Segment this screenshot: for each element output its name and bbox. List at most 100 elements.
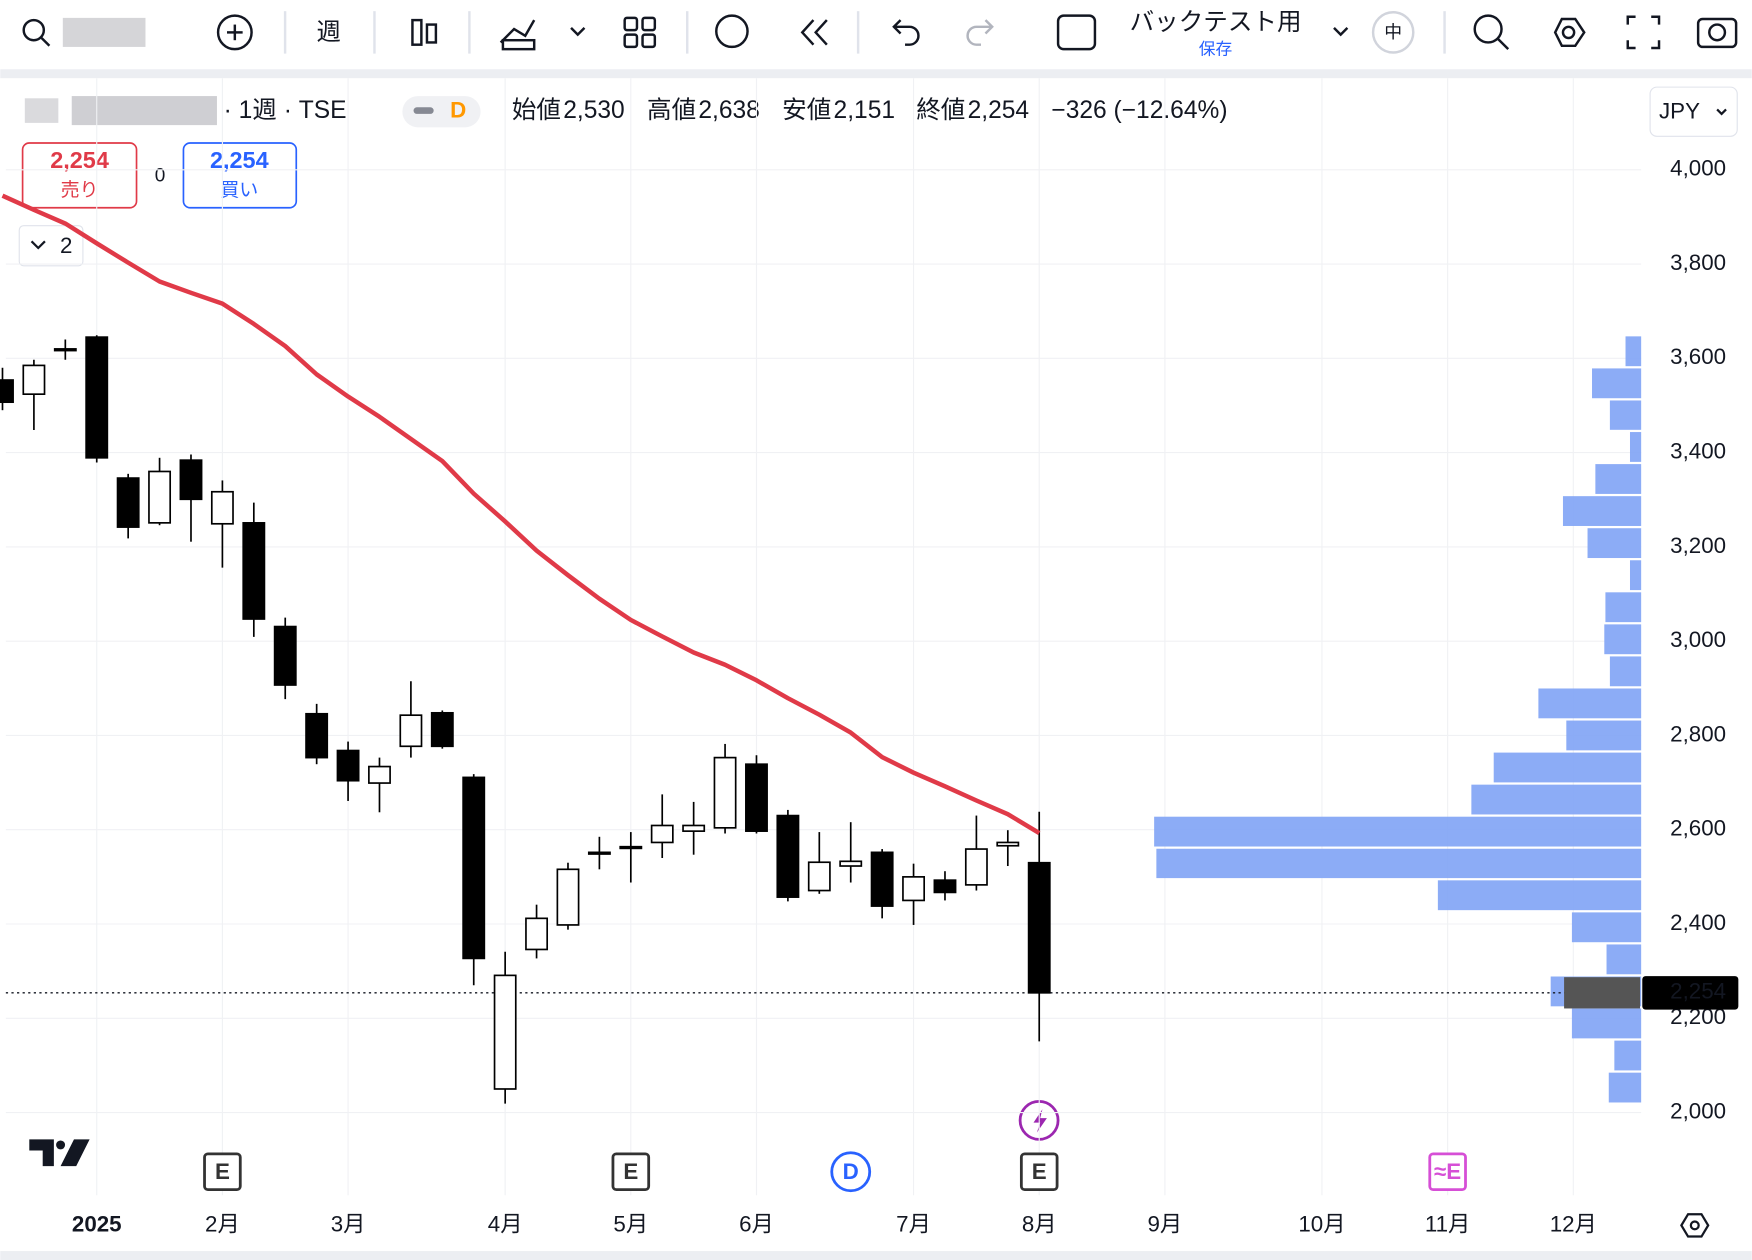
replay-icon[interactable] (814, 19, 828, 46)
event-label: E (215, 1159, 230, 1184)
y-tick-label: 4,000 (1670, 156, 1726, 181)
candle-body (22, 364, 46, 396)
dropdown[interactable] (570, 27, 586, 37)
close-value: 2,254 (968, 97, 1029, 124)
candle-body (933, 879, 957, 894)
symbol-blur (24, 98, 59, 123)
redo[interactable] (966, 19, 994, 46)
fullscreen-icon[interactable] (1626, 15, 1661, 50)
candle-body (85, 336, 109, 459)
x-tick-label: 3月 (331, 1211, 366, 1236)
symbol-blur (62, 17, 146, 47)
badge-icon (413, 107, 434, 114)
volume-bar (1437, 880, 1642, 911)
indicators-count: 2 (60, 233, 72, 258)
icon (1708, 23, 1727, 42)
candle-body (619, 845, 643, 850)
toolbar (22, 11, 1738, 54)
symbol-blur (71, 96, 217, 126)
open-value: 2,530 (563, 97, 624, 124)
x-tick-label: 2月 (205, 1211, 240, 1236)
axis-settings[interactable] (1680, 1213, 1710, 1238)
quantity: 0 (155, 166, 166, 187)
layout-icon[interactable] (623, 16, 639, 32)
volume-bar (1538, 688, 1642, 719)
volume-bar (1587, 528, 1642, 559)
event-marker (611, 1152, 651, 1192)
sell-button[interactable] (21, 142, 138, 209)
icon (641, 16, 657, 32)
high-label: 高値 (647, 96, 696, 124)
volume-bar (1606, 944, 1642, 975)
volume-bar (1493, 752, 1642, 783)
candle-body (682, 824, 706, 832)
x-tick-label: 8月 (1022, 1211, 1057, 1236)
change: −326 (−12.64%) (1051, 97, 1227, 124)
currency: JPY (1659, 99, 1700, 124)
quick-icon[interactable] (1473, 14, 1503, 44)
settings-icon[interactable] (1553, 17, 1586, 48)
candle-body (53, 348, 77, 352)
x-tick-label: 9月 (1148, 1211, 1183, 1236)
undo[interactable] (892, 19, 920, 46)
candle-body (430, 711, 454, 748)
icon (30, 240, 46, 250)
volume-bar (1614, 1040, 1642, 1071)
volume-bar (1471, 784, 1642, 815)
symbol-suffix: · 1週 · TSE (224, 97, 347, 124)
volume-bar (1608, 1072, 1642, 1103)
candle-body (556, 868, 580, 926)
icon (1497, 38, 1510, 51)
volume-bar (1566, 720, 1642, 751)
camera-icon[interactable] (1696, 17, 1738, 49)
candle-body (807, 861, 831, 892)
icon (1033, 1109, 1047, 1133)
icon (501, 38, 536, 51)
layout-box[interactable] (1056, 14, 1097, 51)
indicator-icon[interactable] (499, 19, 536, 44)
dropdown[interactable] (1333, 27, 1349, 37)
candle-body (902, 876, 926, 902)
alert-icon[interactable] (715, 14, 749, 49)
interval[interactable]: 週 (316, 19, 341, 46)
candle-icon[interactable] (411, 18, 423, 46)
separator (0, 1251, 1752, 1260)
buy-button[interactable] (182, 142, 298, 209)
candle-body (305, 712, 329, 759)
separator (0, 69, 1752, 79)
y-tick-label: 3,400 (1670, 439, 1726, 464)
indicators-toggle[interactable] (18, 225, 84, 267)
y-tick-label: 3,000 (1670, 627, 1726, 652)
y-tick-label: 3,200 (1670, 533, 1726, 558)
candle-body (368, 765, 391, 784)
icon (623, 33, 639, 49)
candle-body (336, 749, 360, 782)
logo (29, 1139, 90, 1167)
event-label: ≈E (1434, 1159, 1461, 1184)
currency-button[interactable] (1649, 86, 1738, 137)
x-tick-label: 7月 (896, 1211, 931, 1236)
candle-body (745, 763, 768, 832)
sell-price: 2,254 (50, 147, 109, 173)
icon (800, 19, 815, 46)
candle-body (650, 824, 674, 844)
search-icon[interactable] (22, 18, 46, 42)
size-button[interactable] (1371, 11, 1415, 54)
add-button[interactable] (216, 14, 253, 51)
candle-body (839, 860, 863, 867)
y-tick-label: 3,600 (1670, 344, 1726, 369)
volume-bar (1605, 592, 1642, 623)
candle-body (776, 814, 800, 898)
volume-bar (1625, 336, 1642, 367)
low-value: 2,151 (834, 97, 895, 124)
layout-name[interactable]: バックテスト用 (1130, 9, 1302, 36)
event-marker (1019, 1152, 1059, 1192)
x-tick-label: 5月 (613, 1211, 648, 1236)
open-label: 始値 (512, 96, 561, 124)
event-label: E (1032, 1159, 1047, 1184)
layout-status: 保存 (1199, 40, 1233, 59)
sell-label: 売り (61, 179, 99, 201)
x-tick-label: 11月 (1425, 1211, 1471, 1236)
candle-body (210, 490, 234, 525)
